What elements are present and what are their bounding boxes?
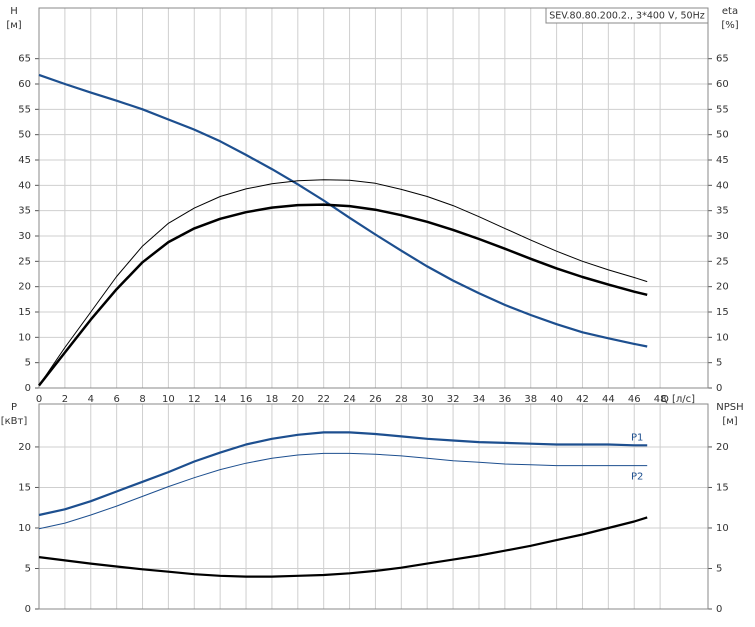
y-tick-label: 5	[25, 563, 31, 574]
x-tick-label: 12	[188, 394, 201, 405]
y2-tick-label: 65	[716, 54, 729, 65]
y-tick-label: 40	[18, 180, 31, 191]
x-tick-label: 6	[113, 394, 119, 405]
y-tick-label: 55	[18, 104, 31, 115]
y2-tick-label: 10	[716, 332, 729, 343]
x-tick-label: 8	[139, 394, 145, 405]
y2-tick-label: 15	[716, 482, 729, 493]
y2-tick-label: 15	[716, 307, 729, 318]
x-tick-label: 36	[498, 394, 511, 405]
y-tick-label: 50	[18, 130, 31, 141]
x-tick-label: 16	[240, 394, 253, 405]
y2-tick-label: 25	[716, 256, 729, 267]
x-tick-label: 26	[369, 394, 382, 405]
x-axis-label: Q [л/с]	[661, 394, 695, 405]
y-tick-label: 15	[18, 482, 31, 493]
series-line	[38, 452, 648, 530]
y-axis-label: H	[10, 6, 18, 17]
y2-axis-unit: [%]	[721, 20, 738, 31]
x-tick-label: 44	[602, 394, 615, 405]
y2-tick-label: 20	[716, 442, 729, 453]
y-tick-label: 60	[18, 79, 31, 90]
y-tick-label: 10	[18, 523, 31, 534]
series-label: P2	[631, 472, 643, 483]
plot-area	[39, 8, 708, 388]
y-tick-label: 15	[18, 307, 31, 318]
y-tick-label: 0	[25, 383, 31, 394]
y2-tick-label: 5	[716, 358, 722, 369]
y2-tick-label: 55	[716, 104, 729, 115]
series-line	[38, 203, 648, 387]
y-tick-label: 35	[18, 206, 31, 217]
y-axis-label: P	[11, 402, 17, 413]
title-box	[545, 7, 709, 24]
y-tick-label: 10	[18, 332, 31, 343]
y-axis-unit: [м]	[6, 20, 21, 31]
series-label: P1	[631, 432, 643, 443]
x-tick-label: 18	[266, 394, 279, 405]
y2-tick-label: 50	[716, 130, 729, 141]
x-tick-label: 34	[473, 394, 486, 405]
x-tick-label: 48	[654, 394, 667, 405]
x-tick-label: 24	[343, 394, 356, 405]
x-tick-label: 30	[421, 394, 434, 405]
x-tick-label: 2	[62, 394, 68, 405]
y2-tick-label: 40	[716, 180, 729, 191]
plot-frame	[38, 7, 709, 389]
y2-tick-label: 0	[716, 383, 722, 394]
y-axis-unit: [кВт]	[1, 416, 28, 427]
y-tick-label: 20	[18, 282, 31, 293]
y2-tick-label: 5	[716, 563, 722, 574]
x-tick-label: 10	[162, 394, 175, 405]
y-tick-label: 45	[18, 155, 31, 166]
x-tick-label: 46	[628, 394, 641, 405]
y2-tick-label: 10	[716, 523, 729, 534]
x-tick-label: 28	[395, 394, 408, 405]
y2-tick-label: 60	[716, 79, 729, 90]
series-line	[38, 179, 648, 386]
x-tick-label: 42	[576, 394, 589, 405]
x-tick-label: 14	[214, 394, 227, 405]
x-tick-label: 20	[291, 394, 304, 405]
y-tick-label: 65	[18, 54, 31, 65]
y2-axis-label: eta	[722, 6, 738, 17]
y2-tick-label: 0	[716, 604, 722, 615]
series-line	[38, 431, 648, 517]
x-tick-label: 38	[524, 394, 537, 405]
y-tick-label: 5	[25, 358, 31, 369]
y-tick-label: 0	[25, 604, 31, 615]
y-tick-label: 30	[18, 231, 31, 242]
chart-title: SEV.80.80.200.2., 3*400 V, 50Hz	[549, 11, 705, 22]
y-tick-label: 20	[18, 442, 31, 453]
y2-tick-label: 45	[716, 155, 729, 166]
series-line	[38, 73, 648, 348]
y2-tick-label: 20	[716, 282, 729, 293]
series-line	[38, 516, 648, 578]
y2-tick-label: 30	[716, 231, 729, 242]
x-tick-label: 32	[447, 394, 460, 405]
y2-axis-label: NPSH	[716, 402, 743, 413]
y-tick-label: 25	[18, 256, 31, 267]
x-tick-label: 0	[36, 394, 42, 405]
plot-frame	[38, 403, 709, 610]
y2-tick-label: 35	[716, 206, 729, 217]
x-tick-label: 40	[550, 394, 563, 405]
y2-axis-unit: [м]	[722, 416, 737, 427]
plot-area	[39, 404, 708, 609]
x-tick-label: 4	[88, 394, 94, 405]
x-tick-label: 22	[317, 394, 330, 405]
